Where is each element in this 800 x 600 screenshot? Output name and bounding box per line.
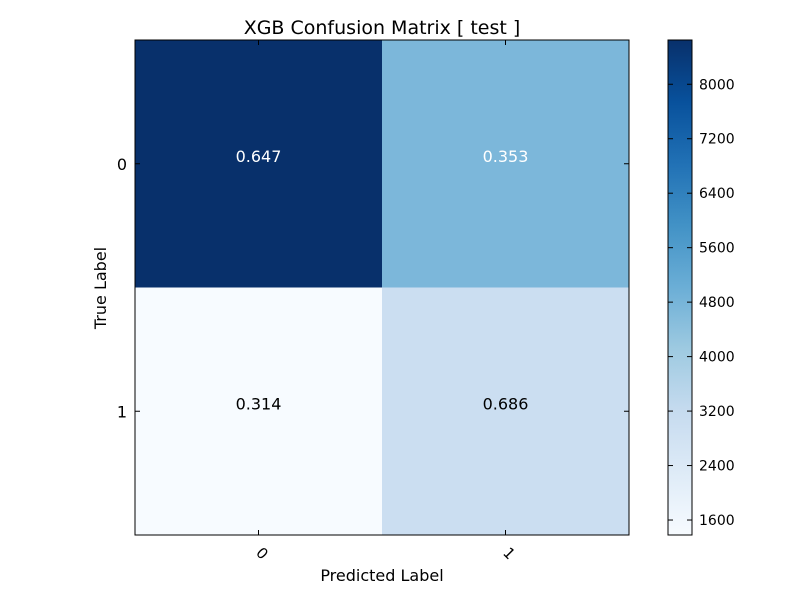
colorbar-tick-label: 1600 [699, 513, 735, 529]
colorbar-tick-label: 5600 [699, 241, 735, 257]
x-tick-label: 1 [499, 544, 518, 563]
colorbar-ticks: 1600 2400 3200 4000 4800 5600 6400 7200 8000 [668, 77, 735, 529]
y-axis-label: True Label [91, 247, 110, 330]
heatmap-cells [135, 40, 630, 536]
colorbar-tick-label: 6400 [699, 186, 735, 202]
heatmap-cell [135, 40, 383, 288]
cell-value-label: 0.647 [236, 147, 282, 166]
colorbar [667, 39, 693, 536]
chart-title: XGB Confusion Matrix [ test ] [244, 17, 521, 39]
colorbar-tick-label: 7200 [699, 132, 735, 148]
y-tick-label: 1 [117, 402, 127, 421]
heatmap-cell [382, 40, 630, 288]
colorbar-tick-label: 4000 [699, 350, 735, 366]
colorbar-tick-label: 8000 [699, 77, 735, 93]
plot-frame [134, 39, 630, 536]
y-axis-ticks: 01 [117, 155, 629, 421]
heatmap-cell-labels: 0.647 0.353 0.314 0.686 [236, 147, 529, 414]
x-axis-label: Predicted Label [320, 566, 443, 585]
y-tick-label: 0 [117, 155, 127, 174]
cell-value-label: 0.314 [236, 394, 282, 413]
colorbar-tick-label: 3200 [699, 404, 735, 420]
colorbar-tick-label: 4800 [699, 295, 735, 311]
cell-value-label: 0.353 [483, 147, 529, 166]
heatmap-cell [135, 287, 383, 536]
x-tick-label: 0 [252, 544, 271, 563]
cell-value-label: 0.686 [483, 394, 529, 413]
colorbar-tick-label: 2400 [699, 459, 735, 475]
heatmap-cell [382, 287, 630, 536]
